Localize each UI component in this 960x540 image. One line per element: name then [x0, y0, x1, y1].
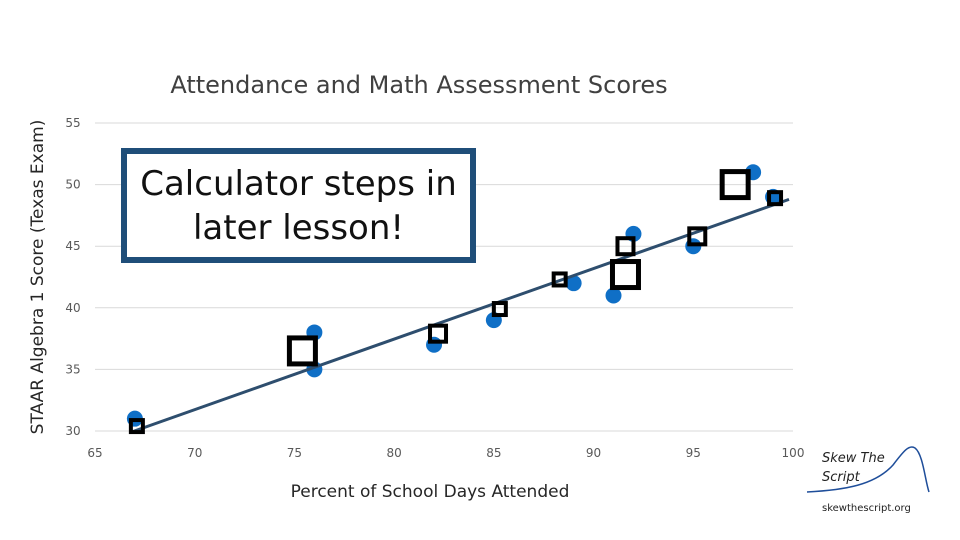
y-tick-label: 45 — [65, 239, 80, 253]
x-tick-label: 80 — [387, 446, 402, 460]
residual-square — [551, 271, 568, 288]
residual-square — [767, 190, 784, 207]
brand-site: skewthescript.org — [822, 503, 911, 514]
y-tick-label: 30 — [65, 424, 80, 438]
x-tick-label: 90 — [586, 446, 601, 460]
residual-square — [491, 301, 508, 318]
residual-square — [128, 418, 145, 435]
x-tick-label: 65 — [87, 446, 102, 460]
y-tick-label: 50 — [65, 178, 80, 192]
residual-squares — [128, 169, 784, 435]
y-tick-label: 35 — [65, 362, 80, 376]
callout-line-2: later lesson! — [192, 207, 405, 248]
callout-line-1: Calculator steps in — [140, 163, 457, 204]
residual-square — [615, 236, 636, 257]
residual-square — [687, 226, 708, 247]
x-axis-title: Percent of School Days Attended — [291, 482, 570, 502]
skew-curve-logo — [806, 446, 930, 493]
brand-name: Skew The Script — [822, 451, 885, 485]
x-tick-label: 100 — [782, 446, 805, 460]
trendline — [130, 197, 790, 434]
y-tick-label: 40 — [65, 301, 80, 315]
chart-title: Attendance and Math Assessment Scores — [170, 71, 667, 99]
trendline-segment — [130, 197, 790, 434]
residual-square — [286, 335, 318, 367]
y-tick-label: 55 — [65, 116, 80, 130]
y-axis-ticks: 30 35 40 45 50 55 — [65, 116, 80, 438]
y-axis-title: STAAR Algebra 1 Score (Texas Exam) — [28, 120, 48, 435]
callout-box: Calculator steps in later lesson! — [121, 148, 476, 263]
x-tick-label: 85 — [486, 446, 501, 460]
residual-square — [428, 323, 449, 344]
residual-square — [609, 259, 641, 291]
data-point — [565, 275, 582, 292]
x-tick-label: 75 — [287, 446, 302, 460]
x-axis-ticks: 65 70 75 80 85 90 95 100 — [87, 446, 804, 460]
x-tick-label: 95 — [686, 446, 701, 460]
residual-square — [719, 169, 751, 201]
x-tick-label: 70 — [187, 446, 202, 460]
data-point — [605, 287, 622, 304]
